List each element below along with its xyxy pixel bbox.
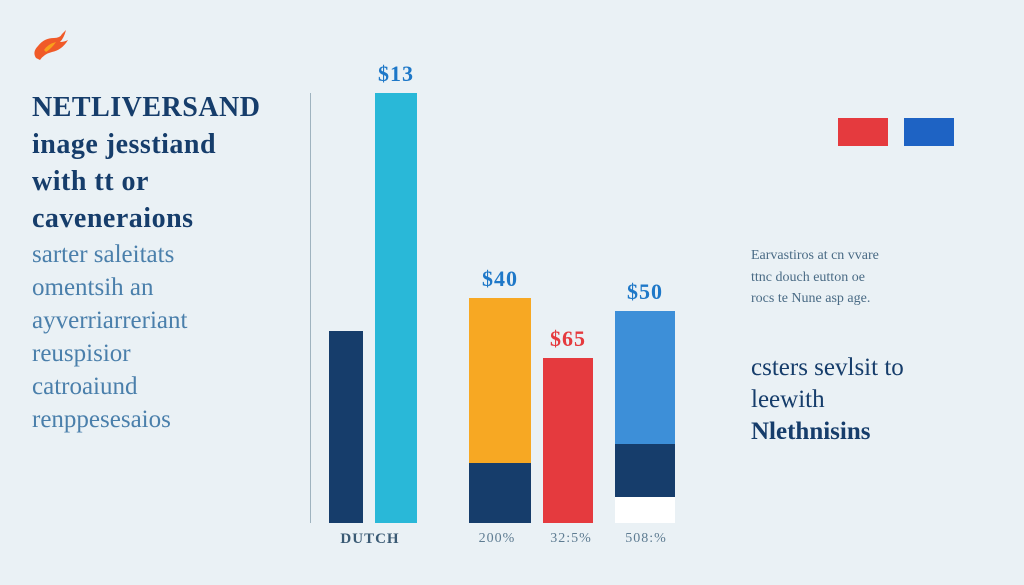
- headline-bold-line: caveneraions: [32, 201, 302, 238]
- legend: [822, 118, 954, 151]
- right-text-block: Earvastiros at cn vvarettnc douch eutton…: [751, 245, 966, 448]
- legend-swatch: [904, 118, 954, 146]
- bar: $40: [469, 298, 531, 523]
- x-axis-label: 508:%: [606, 531, 686, 547]
- bar: $13: [375, 93, 417, 523]
- bar-segment: [615, 497, 675, 523]
- headline-bold-line: with tt or: [32, 164, 302, 201]
- right-headline: csters sevlsit toleewithNlethnisins: [751, 352, 966, 448]
- infographic-canvas: NETLIVERSANDinage jesstiandwith tt orcav…: [0, 0, 1024, 585]
- bar-value-label: $65: [543, 326, 593, 358]
- bar-segment: [469, 463, 531, 523]
- headline-bold-line: NETLIVERSAND: [32, 90, 302, 127]
- headline-light-line: catroaiund: [32, 370, 302, 403]
- bird-logo: [30, 28, 70, 68]
- caption-line: rocs te Nune asp age.: [751, 288, 966, 310]
- headline-light-line: ayverriarreriant: [32, 304, 302, 337]
- headline-light-line: reuspisior: [32, 337, 302, 370]
- right-caption: Earvastiros at cn vvarettnc douch eutton…: [751, 245, 966, 310]
- headline-text-block: NETLIVERSANDinage jesstiandwith tt orcav…: [32, 90, 302, 436]
- bar-segment: [615, 444, 675, 497]
- bar: $65: [543, 358, 593, 523]
- x-axis-label: 32:5%: [536, 531, 606, 547]
- right-headline-line: csters sevlsit to: [751, 352, 966, 384]
- bar-segment: [469, 298, 531, 463]
- caption-line: ttnc douch eutton oe: [751, 267, 966, 289]
- caption-line: Earvastiros at cn vvare: [751, 245, 966, 267]
- bar-chart: $13$40$65$50: [310, 93, 720, 523]
- right-headline-line: leewith: [751, 384, 966, 416]
- headline-bold-line: inage jesstiand: [32, 127, 302, 164]
- bar-value-label: $50: [615, 279, 675, 311]
- headline-light-line: renppesesaios: [32, 403, 302, 436]
- headline-light-line: omentsih an: [32, 271, 302, 304]
- bar: [329, 331, 363, 523]
- bar: $50: [615, 311, 675, 523]
- bar-chart-x-axis: DUTCH 200%32:5%508:%: [310, 531, 720, 555]
- x-axis-label: 200%: [452, 531, 542, 547]
- bar-segment: [615, 311, 675, 443]
- bar-value-label: $40: [469, 266, 531, 298]
- bar-value-label: $13: [375, 61, 417, 93]
- bar-segment: [329, 331, 363, 523]
- bar-segment: [543, 358, 593, 523]
- right-headline-line: Nlethnisins: [751, 416, 966, 448]
- x-axis-label: DUTCH: [310, 531, 430, 548]
- legend-swatch: [838, 118, 888, 146]
- headline-light-line: sarter saleitats: [32, 238, 302, 271]
- bar-segment: [375, 93, 417, 523]
